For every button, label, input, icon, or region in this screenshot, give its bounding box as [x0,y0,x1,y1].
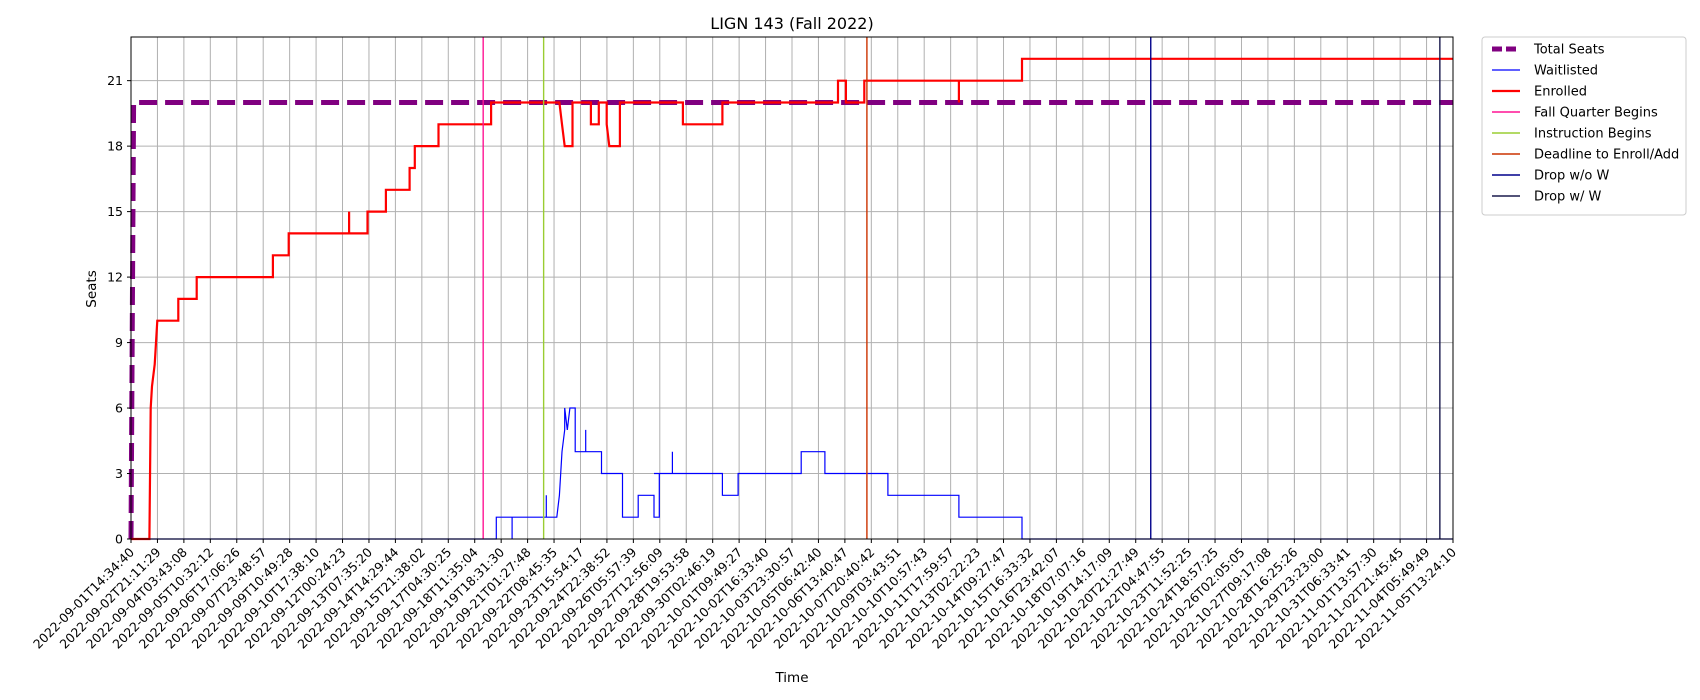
series-line-waitlisted [131,407,1453,540]
y-tick-label: 9 [115,335,123,350]
legend-label: Total Seats [1533,43,1605,58]
y-tick-label: 12 [107,270,123,285]
legend-label: Deadline to Enroll/Add [1534,148,1679,163]
series-line-total-seats [128,100,1453,540]
y-tick-label: 6 [115,401,123,416]
y-axis-label: Seats [84,270,100,307]
y-tick-label: 15 [107,204,123,219]
legend-label: Enrolled [1534,85,1587,100]
legend: Total Seats Waitlisted Enrolled Fall Quarte… [1481,36,1687,216]
chart-title: LIGN 143 (Fall 2022) [710,14,873,33]
legend-label: Drop w/ W [1534,190,1602,205]
x-axis: 2022-09-01T14:34:402022-09-02T21:11:2920… [30,539,1459,652]
y-tick-label: 18 [107,139,123,154]
legend-box [1481,36,1687,216]
legend-label: Drop w/o W [1534,169,1610,184]
legend-label: Instruction Begins [1534,127,1652,142]
legend-label: Fall Quarter Begins [1534,106,1658,121]
legend-label: Waitlisted [1534,64,1598,79]
plot-area [128,37,1453,541]
y-tick-label: 0 [115,532,123,547]
x-axis-label: Time [774,670,808,686]
y-axis: 0 3 6 9 12 15 18 21 [107,73,131,547]
y-tick-label: 21 [107,73,123,88]
y-tick-label: 3 [115,466,123,481]
series-line-enrolled [131,57,1453,541]
